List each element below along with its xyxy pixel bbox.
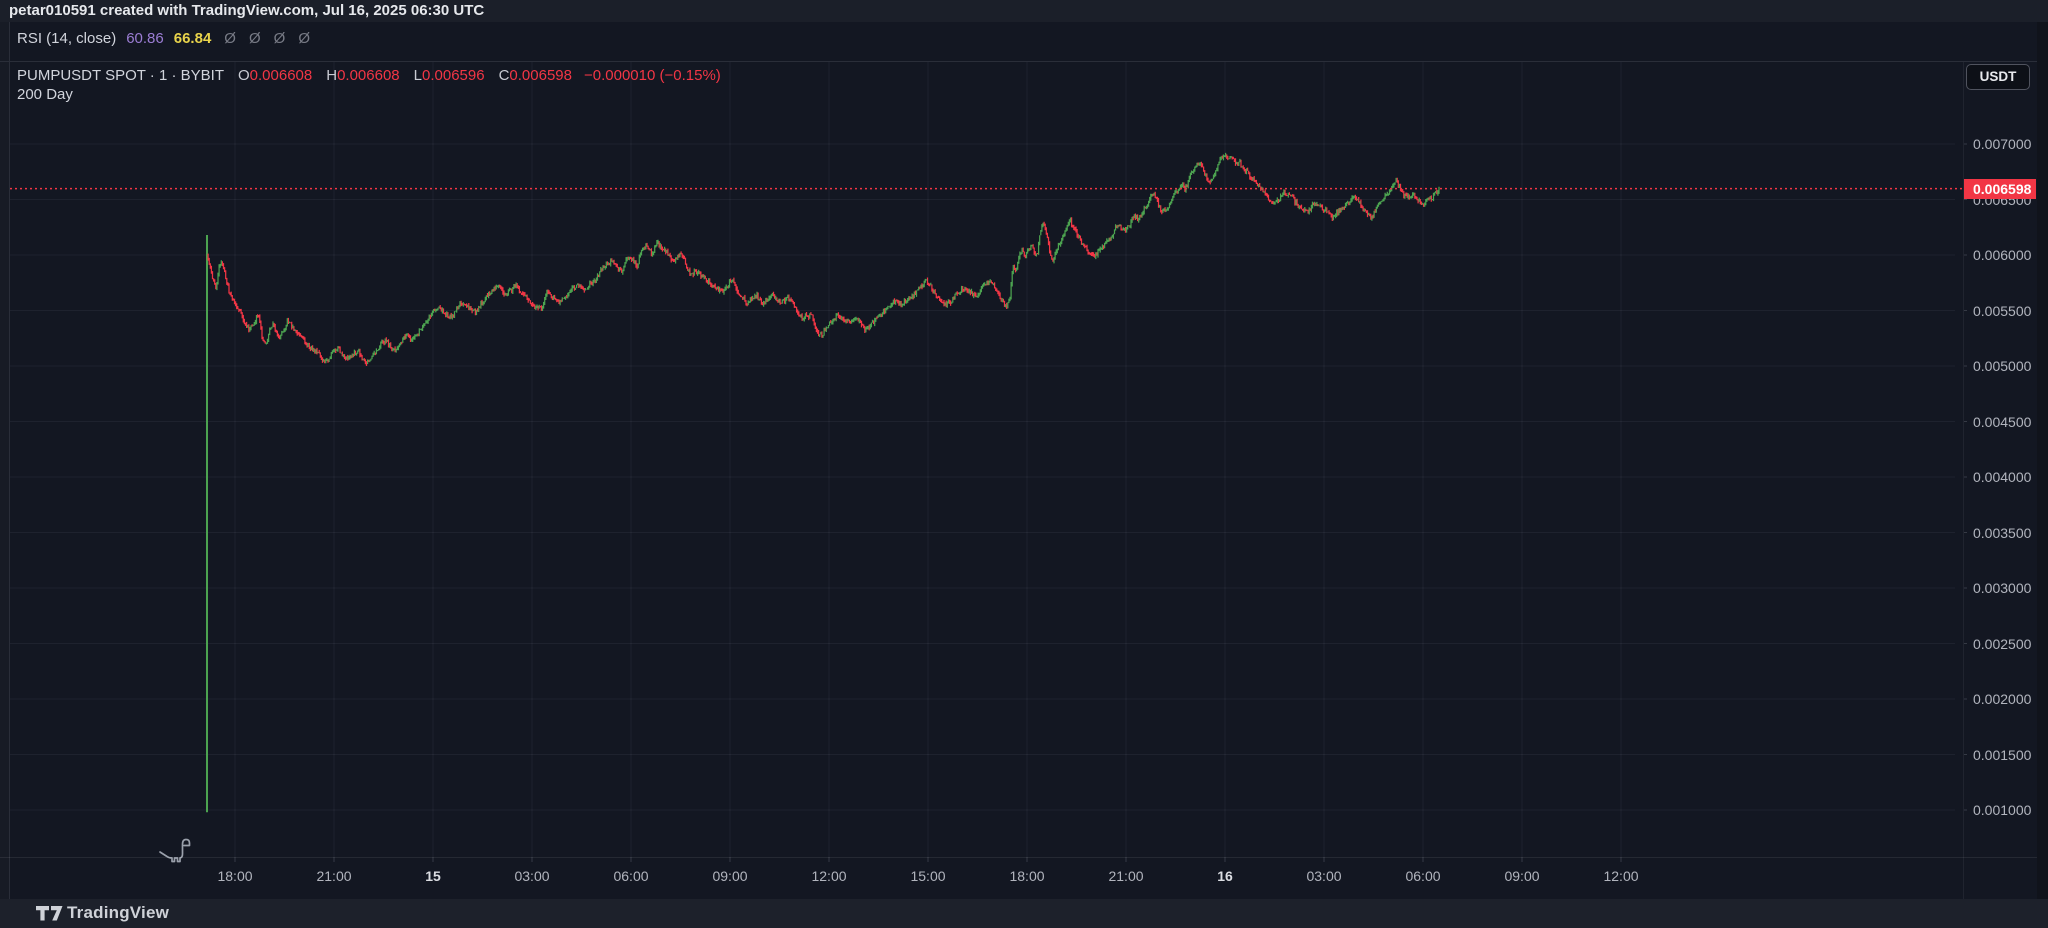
- ohlc-low: L0.006596: [413, 67, 485, 84]
- time-axis-label: 06:00: [613, 868, 649, 884]
- rsi-legend-title: RSI (14, close): [17, 30, 117, 47]
- price-axis-label: 0.001000: [1973, 802, 2032, 818]
- price-axis-label: 0.003500: [1973, 524, 2032, 541]
- price-axis-label: 0.003000: [1973, 580, 2032, 596]
- candles-down-series: [207, 154, 1438, 366]
- price-axis-label: 0.005000: [1973, 358, 2032, 374]
- ohlc-high: H0.006608: [326, 67, 400, 84]
- time-axis-label: 21:00: [1108, 868, 1144, 884]
- symbol-title: PUMPUSDT SPOT · 1 · BYBIT: [17, 67, 224, 84]
- price-axis-label: 0.002000: [1973, 691, 2032, 707]
- time-axis-label: 03:00: [514, 868, 550, 884]
- time-axis-label: 09:00: [712, 868, 748, 884]
- attribution-text: petar010591 created with TradingView.com…: [9, 2, 485, 19]
- dino-watermark-icon: [159, 838, 191, 863]
- time-axis-label: 15:00: [910, 868, 946, 884]
- currency-unit-button[interactable]: USDT: [1966, 64, 2030, 90]
- tradingview-logo-icon[interactable]: [36, 906, 63, 921]
- time-axis-date-label: 15: [425, 868, 441, 884]
- time-axis-date-label: 16: [1217, 868, 1233, 884]
- rsi-signal-value: 66.84: [173, 30, 212, 47]
- left-margin-strip: [0, 22, 10, 899]
- symbol-legend[interactable]: PUMPUSDT SPOT · 1 · BYBIT O0.006608 H0.006…: [17, 67, 721, 84]
- rsi-empty-toggle[interactable]: Ø: [224, 30, 236, 47]
- ohlc-open: O0.006608: [237, 67, 313, 84]
- time-axis-label: 09:00: [1504, 868, 1540, 884]
- price-axis-label: 0.005500: [1973, 302, 2032, 319]
- indicator-subtitle[interactable]: 200 Day: [17, 86, 73, 103]
- price-axis-label: 0.002500: [1973, 635, 2032, 652]
- last-price-label: 0.006598: [1964, 178, 2036, 199]
- price-axis-label: 0.007000: [1973, 136, 2032, 152]
- time-axis-label: 21:00: [316, 868, 352, 884]
- time-axis-separator: [0, 857, 2048, 858]
- price-axis-label: 0.004500: [1973, 413, 2032, 430]
- candles-up-series: [216, 152, 1440, 365]
- ohlc-close: C0.006598: [498, 67, 572, 84]
- rsi-empty-toggle[interactable]: Ø: [298, 30, 310, 47]
- time-axis-label: 12:00: [1603, 868, 1639, 884]
- price-axis-separator: [1963, 61, 1964, 899]
- rsi-value: 60.86: [126, 30, 164, 47]
- price-change: −0.000010 (−0.15%): [584, 67, 721, 84]
- time-axis-label: 18:00: [217, 868, 253, 884]
- time-axis-label: 03:00: [1306, 868, 1342, 884]
- footer-bar: TradingView: [0, 899, 2048, 928]
- price-axis-label: 0.001500: [1973, 746, 2032, 763]
- tradingview-logo-text[interactable]: TradingView: [67, 903, 170, 922]
- pane-separator[interactable]: [0, 61, 2048, 62]
- rsi-empty-toggle[interactable]: Ø: [273, 30, 286, 47]
- time-axis-label: 18:00: [1009, 868, 1045, 884]
- rsi-empty-toggle[interactable]: Ø: [248, 30, 261, 47]
- price-axis-label: 0.006000: [1973, 247, 2032, 263]
- time-axis-label: 12:00: [811, 868, 847, 884]
- rsi-legend[interactable]: RSI (14, close) 60.86 66.84 Ø Ø Ø Ø: [17, 30, 310, 47]
- right-edge-strip: [2037, 22, 2048, 899]
- price-axis-label: 0.004000: [1973, 469, 2032, 485]
- time-axis[interactable]: 18:00 21:00 15 03:00 06:00 09:00 12:00 15:00 18:…: [0, 857, 2048, 899]
- time-axis-label: 06:00: [1405, 868, 1441, 884]
- attribution-bar: petar010591 created with TradingView.com…: [0, 0, 2048, 22]
- price-axis[interactable]: 0.006598 0.007000 0.006500 0.006000 0.00550…: [1963, 61, 2048, 857]
